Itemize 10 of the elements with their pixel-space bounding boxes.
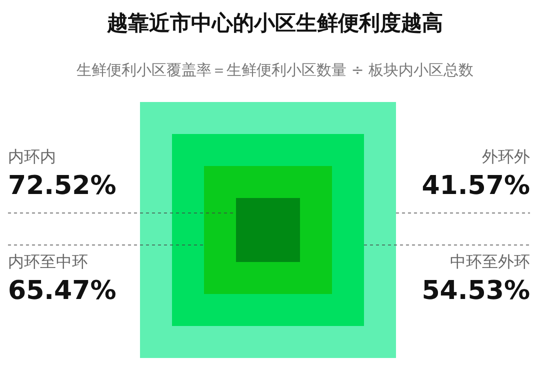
category-label: 外环外	[482, 147, 530, 166]
data-label: 54.53%	[422, 276, 530, 306]
category-label: 内环至中环	[8, 252, 88, 271]
category-label: 中环至外环	[450, 252, 530, 271]
text: 生鲜便利小区覆盖率＝生鲜便利小区数量 ÷ 板块内小区总数	[76, 61, 474, 79]
data-label: 41.57%	[422, 171, 530, 201]
data-label: 65.47%	[8, 276, 116, 306]
data-label: 72.52%	[8, 171, 116, 201]
category-label: 内环内	[8, 147, 56, 166]
text: 越靠近市中心的小区生鲜便利度越高	[106, 11, 443, 35]
